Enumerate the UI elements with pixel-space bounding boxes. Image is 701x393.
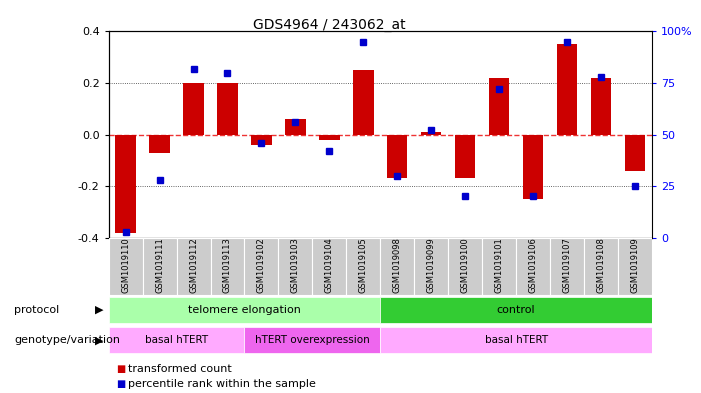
Text: GSM1019101: GSM1019101 xyxy=(495,237,503,293)
Bar xyxy=(421,132,442,134)
Text: GSM1019106: GSM1019106 xyxy=(529,237,538,293)
Text: GSM1019108: GSM1019108 xyxy=(597,237,606,293)
Text: GSM1019111: GSM1019111 xyxy=(155,237,164,293)
Bar xyxy=(353,70,374,134)
Bar xyxy=(414,238,448,295)
Bar xyxy=(550,238,584,295)
Bar xyxy=(319,134,339,140)
Text: GSM1019109: GSM1019109 xyxy=(630,237,639,293)
Bar xyxy=(217,83,238,134)
Bar xyxy=(482,238,516,295)
Text: ■: ■ xyxy=(116,379,125,389)
Text: GDS4964 / 243062_at: GDS4964 / 243062_at xyxy=(253,18,406,32)
Bar xyxy=(448,238,482,295)
Text: GSM1019102: GSM1019102 xyxy=(257,237,266,293)
Bar xyxy=(591,78,611,134)
Text: GSM1019107: GSM1019107 xyxy=(562,237,571,293)
Bar xyxy=(177,238,210,295)
Bar xyxy=(381,327,652,353)
Bar xyxy=(109,327,245,353)
Text: basal hTERT: basal hTERT xyxy=(145,335,208,345)
Bar xyxy=(184,83,204,134)
Text: GSM1019103: GSM1019103 xyxy=(291,237,300,293)
Text: genotype/variation: genotype/variation xyxy=(14,335,120,345)
Bar xyxy=(618,238,652,295)
Bar xyxy=(116,134,136,233)
Bar xyxy=(455,134,475,178)
Bar xyxy=(625,134,645,171)
Text: percentile rank within the sample: percentile rank within the sample xyxy=(128,379,315,389)
Text: basal hTERT: basal hTERT xyxy=(484,335,547,345)
Text: control: control xyxy=(497,305,536,315)
Text: GSM1019110: GSM1019110 xyxy=(121,237,130,293)
Bar xyxy=(387,134,407,178)
Text: ▶: ▶ xyxy=(95,305,104,315)
Bar xyxy=(278,238,313,295)
Bar xyxy=(210,238,245,295)
Bar xyxy=(584,238,618,295)
Bar xyxy=(346,238,381,295)
Text: ■: ■ xyxy=(116,364,125,374)
Bar xyxy=(381,297,652,323)
Bar xyxy=(142,238,177,295)
Bar xyxy=(516,238,550,295)
Text: GSM1019104: GSM1019104 xyxy=(325,237,334,293)
Text: protocol: protocol xyxy=(14,305,60,315)
Bar xyxy=(313,238,346,295)
Bar xyxy=(285,119,306,134)
Bar xyxy=(245,327,381,353)
Bar xyxy=(381,238,414,295)
Bar xyxy=(245,238,278,295)
Bar xyxy=(523,134,543,199)
Bar xyxy=(489,78,510,134)
Text: transformed count: transformed count xyxy=(128,364,231,374)
Text: GSM1019098: GSM1019098 xyxy=(393,237,402,293)
Bar xyxy=(109,297,381,323)
Bar xyxy=(149,134,170,152)
Text: telomere elongation: telomere elongation xyxy=(188,305,301,315)
Bar xyxy=(251,134,272,145)
Bar xyxy=(557,44,577,134)
Text: GSM1019105: GSM1019105 xyxy=(359,237,368,293)
Bar xyxy=(109,238,142,295)
Text: ▶: ▶ xyxy=(95,335,104,345)
Text: GSM1019100: GSM1019100 xyxy=(461,237,470,293)
Text: GSM1019112: GSM1019112 xyxy=(189,237,198,293)
Text: GSM1019113: GSM1019113 xyxy=(223,237,232,293)
Text: GSM1019099: GSM1019099 xyxy=(427,237,436,293)
Text: hTERT overexpression: hTERT overexpression xyxy=(255,335,369,345)
